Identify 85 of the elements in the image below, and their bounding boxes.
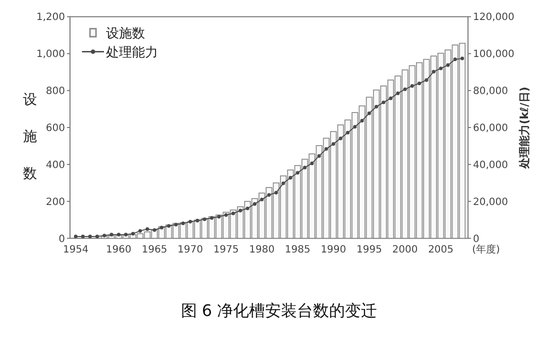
point: [210, 216, 214, 220]
y2-tick-label: 0: [473, 234, 480, 245]
point: [138, 229, 142, 233]
x-tick-label: 1985: [284, 244, 310, 256]
x-tick-label: 1970: [178, 244, 203, 256]
point: [202, 217, 206, 222]
x-tick-label: 2000: [392, 244, 418, 256]
point: [418, 82, 422, 86]
point: [296, 170, 300, 175]
point: [246, 206, 250, 210]
y-tick-label: 1,200: [36, 12, 65, 24]
x-tick-label: 1980: [249, 244, 275, 256]
point: [410, 84, 414, 88]
y2-tick-label: 80,000: [473, 86, 508, 98]
y-tick-label: 600: [46, 123, 65, 134]
y-tick-label: 400: [46, 160, 65, 171]
point: [196, 218, 200, 222]
point: [453, 58, 457, 62]
y2-tick-label: 20,000: [473, 196, 508, 208]
x-tick-label: 1990: [320, 244, 346, 256]
point: [188, 220, 192, 224]
point: [439, 66, 443, 70]
point: [217, 214, 221, 218]
point: [403, 87, 407, 92]
y-tick-label: 800: [46, 86, 65, 98]
x-tick-label: 1965: [142, 244, 168, 256]
point: [146, 227, 150, 231]
point: [231, 212, 236, 216]
point: [282, 181, 286, 186]
text: 图 6 净化槽安装台数的变迁: [180, 301, 378, 320]
point: [95, 234, 99, 238]
point: [446, 63, 450, 67]
point: [252, 202, 256, 206]
x-axis-title: (年度): [472, 243, 500, 256]
point: [338, 136, 342, 140]
point: [432, 70, 436, 74]
point: [310, 162, 314, 166]
point: [81, 234, 85, 238]
point: [460, 56, 464, 60]
legend-label: 设施数: [106, 26, 145, 42]
point: [260, 198, 264, 202]
y-tick-label: 0: [58, 234, 65, 245]
y2-tick-label: 40,000: [473, 160, 508, 171]
y2-tick-label: 120,000: [473, 12, 514, 24]
point: [382, 100, 386, 104]
point: [174, 222, 178, 226]
point: [367, 111, 372, 116]
x-tick-label: 2005: [428, 244, 454, 256]
point: [353, 124, 357, 129]
y2-tick-label: 60,000: [473, 123, 508, 134]
point: [288, 176, 292, 180]
x-tick-label: 1995: [356, 244, 382, 256]
y2-tick-label: 100,000: [473, 49, 514, 60]
y-tick-label: 200: [46, 196, 65, 208]
y-tick-label: 1,000: [36, 49, 65, 60]
point: [302, 166, 307, 170]
point: [424, 78, 428, 82]
point: [166, 224, 171, 228]
legend-label: 处理能力: [106, 46, 158, 61]
point: [116, 232, 120, 236]
point: [396, 92, 400, 96]
point: [88, 234, 92, 238]
point: [317, 154, 321, 158]
point: [388, 96, 392, 100]
x-tick-label: 1960: [106, 244, 132, 256]
x-tick-label: 1954: [63, 244, 88, 256]
point: [131, 232, 135, 236]
point: [346, 130, 350, 134]
point: [74, 234, 78, 238]
y2-axis-title: 处理能力(kℓ/日): [518, 86, 531, 170]
point: [160, 226, 164, 230]
point: [238, 208, 242, 212]
point: [374, 104, 378, 108]
point: [181, 222, 185, 226]
point: [110, 232, 114, 236]
point: [224, 213, 228, 217]
point: [267, 193, 271, 197]
point: [124, 232, 128, 236]
point: [332, 142, 336, 146]
point: [360, 118, 364, 122]
point: [274, 190, 278, 194]
x-tick-label: 1975: [213, 244, 239, 256]
point: [152, 228, 156, 232]
point: [324, 147, 328, 151]
text: 设施数: [23, 92, 37, 182]
